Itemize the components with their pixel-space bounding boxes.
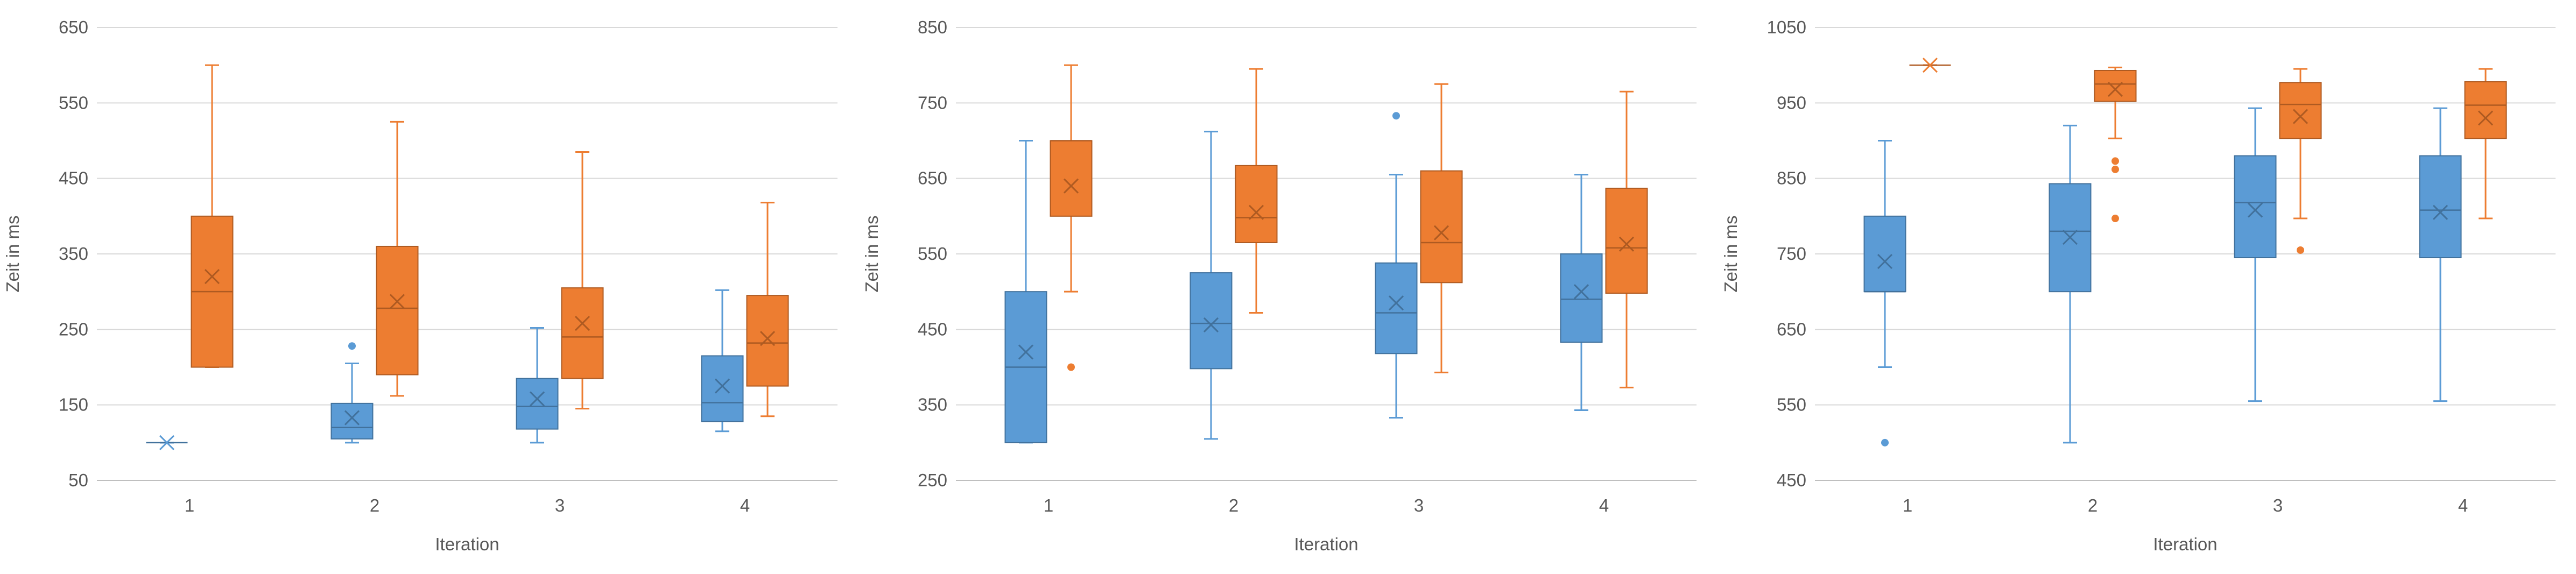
orange-mean-marker [204, 269, 220, 285]
orange-mean-marker [2478, 110, 2494, 126]
orange-outlier-point [1067, 363, 1075, 371]
orange-outlier-point [2112, 165, 2119, 173]
y-tick-label: 50 [68, 470, 88, 490]
blue-outlier-point [1881, 438, 1889, 447]
orange-box [2094, 69, 2137, 102]
x-tick-label: 1 [1903, 495, 1912, 515]
x-tick-label: 2 [370, 495, 379, 515]
y-tick-label: 850 [918, 17, 947, 37]
y-tick-label: 850 [1777, 168, 1806, 188]
y-tick-label: 650 [59, 17, 88, 37]
x-tick-label: 4 [1599, 495, 1609, 515]
x-tick-label: 4 [2458, 495, 2468, 515]
blue-outlier-point [1392, 112, 1400, 120]
orange-mean-marker [574, 316, 590, 331]
y-tick-label: 550 [59, 93, 88, 112]
y-axis-title: Zeit in ms [1721, 215, 1741, 292]
y-axis-title: Zeit in ms [862, 215, 882, 292]
orange-mean-marker [1922, 58, 1938, 73]
blue-mean-marker [159, 435, 175, 450]
x-axis-title: Iteration [2153, 534, 2217, 554]
y-tick-label: 350 [918, 395, 947, 415]
x-tick-label: 1 [185, 495, 194, 515]
y-tick-label: 450 [918, 319, 947, 339]
blue-box [1560, 253, 1603, 343]
blue-box [701, 355, 744, 422]
y-tick-label: 550 [918, 244, 947, 264]
y-tick-label: 150 [59, 395, 88, 415]
x-axis-title: Iteration [435, 534, 499, 554]
orange-mean-marker [1618, 236, 1635, 252]
blue-box [2419, 155, 2462, 259]
orange-box [561, 287, 604, 379]
orange-mean-marker [389, 294, 405, 309]
y-tick-label: 250 [918, 470, 947, 490]
x-axis-title: Iteration [1294, 534, 1358, 554]
x-tick-label: 2 [2088, 495, 2098, 515]
x-tick-label: 3 [555, 495, 565, 515]
orange-mean-marker [2292, 109, 2308, 124]
orange-box [376, 245, 419, 375]
orange-mean-marker [1433, 225, 1449, 240]
blue-box [1190, 272, 1233, 370]
blue-box [2234, 155, 2277, 259]
orange-outlier-point [2297, 246, 2304, 254]
blue-mean-marker [2432, 204, 2448, 220]
blue-mean-marker [714, 378, 730, 394]
y-tick-label: 550 [1777, 395, 1806, 415]
blue-mean-marker [2247, 202, 2263, 218]
blue-outlier-point [348, 342, 356, 350]
y-tick-label: 950 [1777, 93, 1806, 112]
orange-box [1420, 170, 1463, 284]
blue-mean-marker [2062, 230, 2078, 245]
y-tick-label: 450 [59, 168, 88, 188]
blue-mean-marker [529, 391, 545, 407]
x-tick-label: 1 [1044, 495, 1053, 515]
orange-box [1605, 187, 1648, 294]
orange-mean-marker [2107, 82, 2123, 97]
blue-box [330, 402, 374, 440]
blue-box [1375, 262, 1418, 355]
orange-outlier-point [2112, 215, 2119, 223]
orange-box [2464, 81, 2507, 139]
blue-box [516, 378, 559, 430]
orange-mean-marker [1063, 178, 1079, 194]
y-tick-label: 750 [918, 93, 947, 112]
y-axis-title: Zeit in ms [3, 215, 23, 292]
y-tick-label: 750 [1777, 244, 1806, 264]
blue-mean-marker [344, 410, 360, 426]
blue-mean-marker [1018, 344, 1034, 360]
blue-box [2049, 183, 2092, 293]
orange-outlier-point [2112, 157, 2119, 165]
blue-mean-marker [1877, 253, 1893, 270]
orange-box [1235, 165, 1278, 243]
x-tick-label: 3 [1414, 495, 1424, 515]
x-tick-label: 4 [740, 495, 750, 515]
x-tick-label: 3 [2273, 495, 2283, 515]
y-tick-label: 650 [1777, 319, 1806, 339]
y-tick-label: 1050 [1767, 17, 1806, 37]
blue-box [1863, 215, 1906, 293]
orange-mean-marker [1248, 204, 1264, 220]
orange-box [2279, 82, 2322, 139]
blue-mean-marker [1203, 317, 1219, 332]
blue-mean-marker [1573, 284, 1589, 300]
x-tick-label: 2 [1229, 495, 1238, 515]
y-tick-label: 650 [918, 168, 947, 188]
y-tick-label: 450 [1777, 470, 1806, 490]
y-tick-label: 350 [59, 244, 88, 264]
orange-mean-marker [759, 331, 776, 346]
orange-box [1050, 140, 1093, 217]
y-tick-label: 250 [59, 319, 88, 339]
orange-box [746, 295, 789, 387]
blue-mean-marker [1388, 295, 1404, 311]
